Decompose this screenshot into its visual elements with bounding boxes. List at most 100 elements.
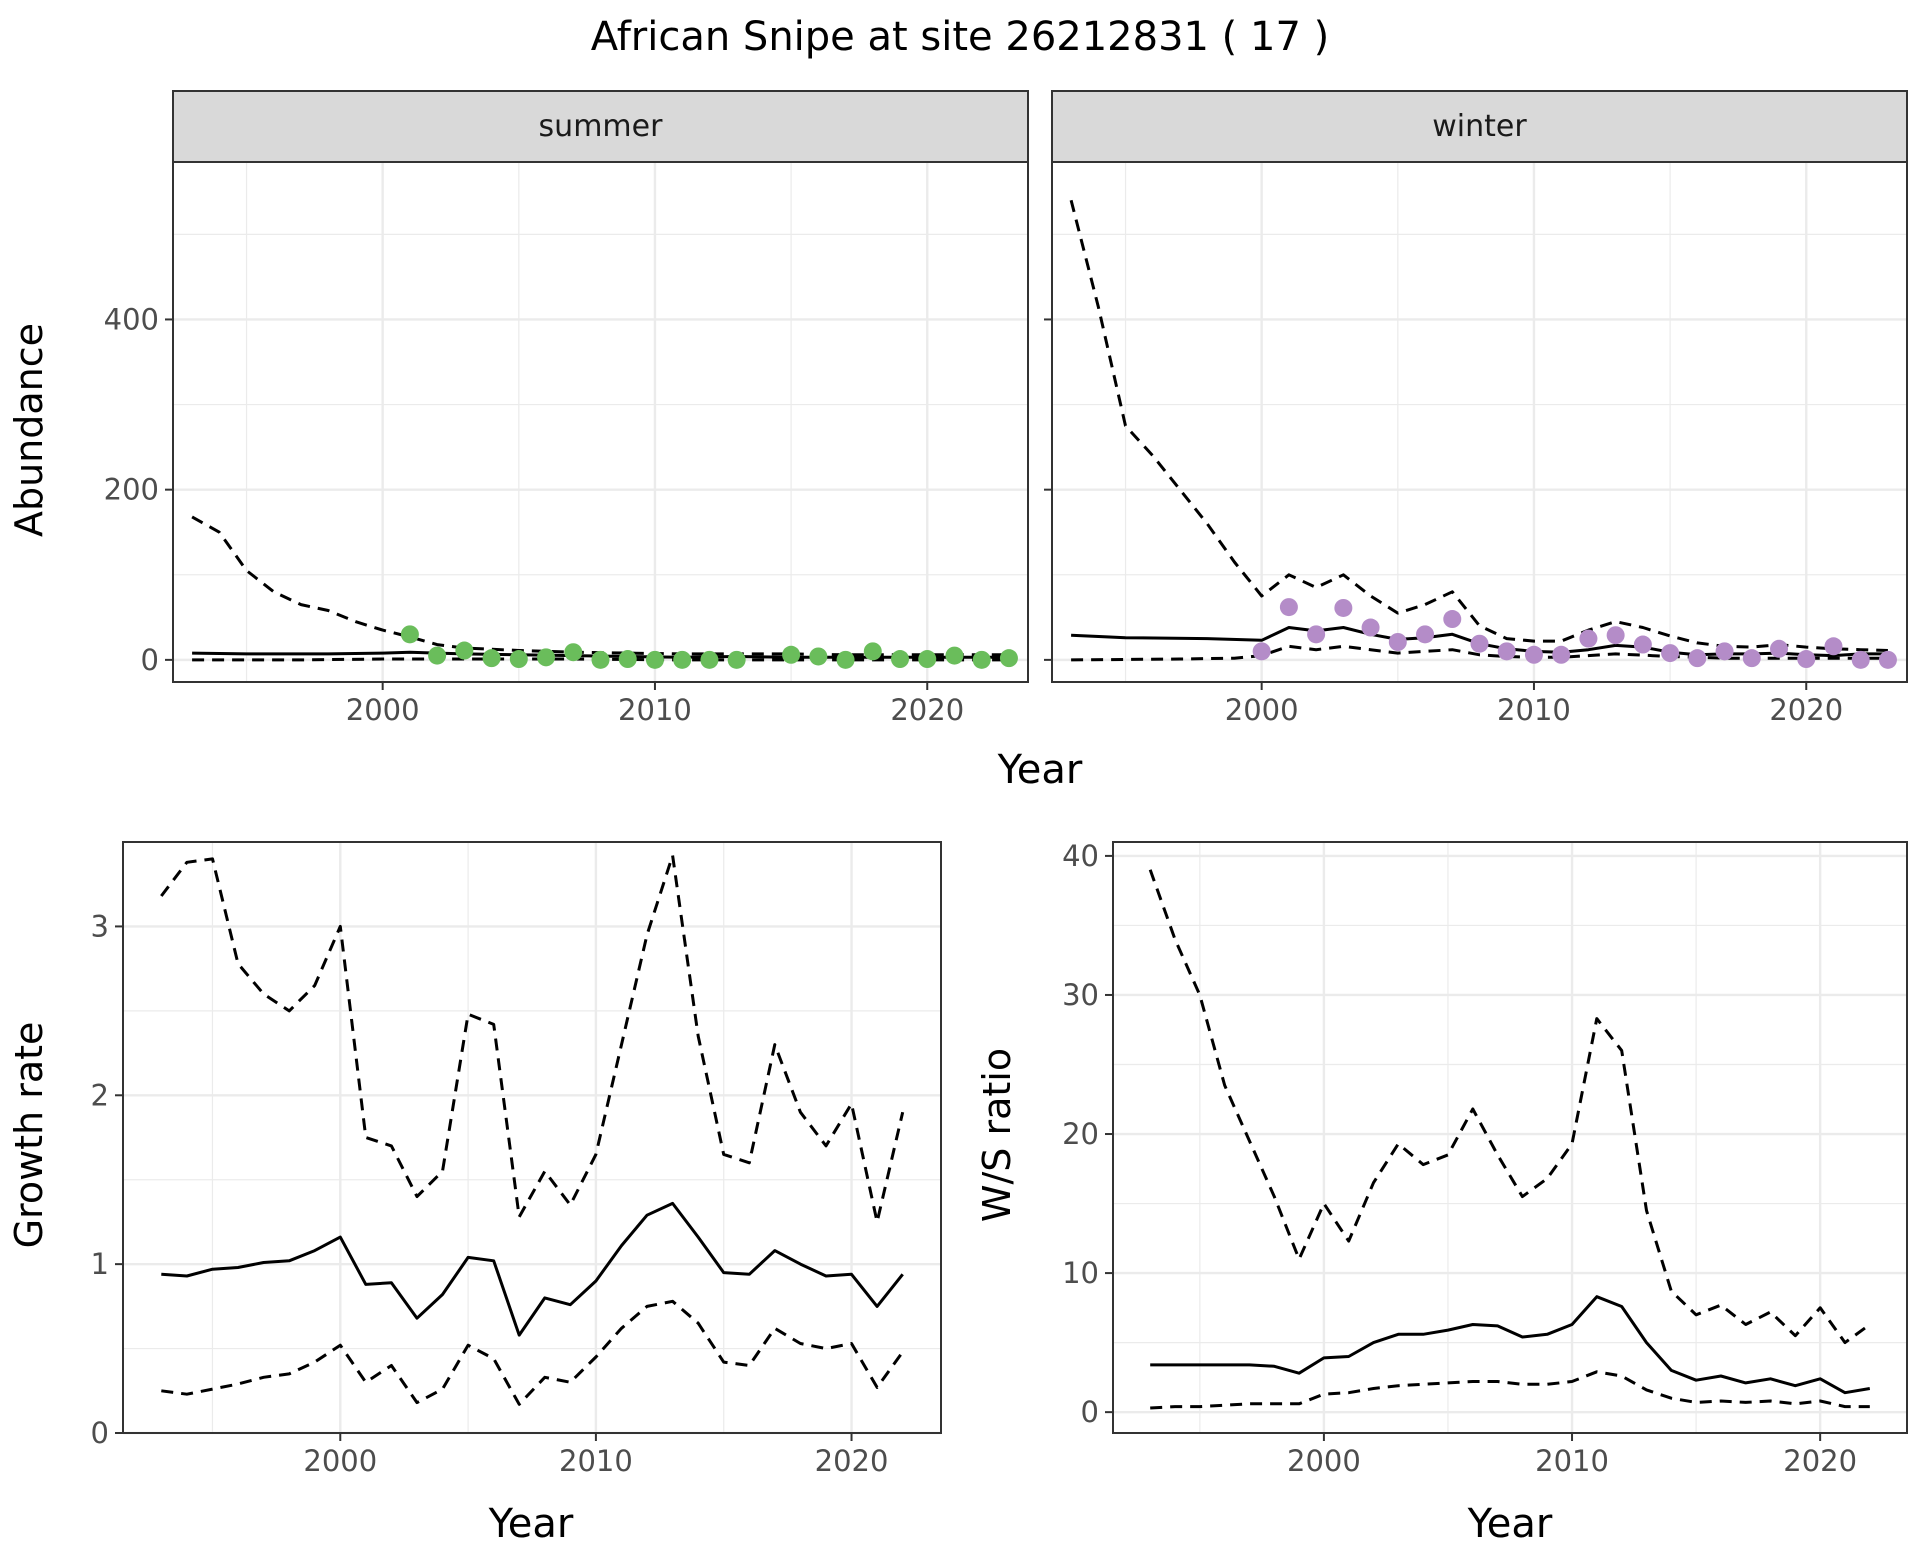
summer-observed-point: [972, 650, 991, 669]
growth-plot-area: [123, 842, 941, 1433]
summer-observed-point: [645, 650, 664, 669]
summer-panel-border: [172, 161, 1029, 683]
ratio-y-tick-label: 20: [1062, 1117, 1099, 1151]
growth-x-tick-label: 2020: [815, 1444, 889, 1478]
top-x-axis-title: Year: [997, 747, 1083, 793]
ratio-lower-line: [1150, 1370, 1870, 1410]
winter-strip-label: winter: [1432, 109, 1527, 144]
ws-ratio-panel: 2000 2010 2020 0 10 20 30 40: [1062, 839, 1908, 1478]
summer-observed-point: [891, 650, 910, 669]
winter-observed-point: [1742, 649, 1761, 668]
summer-observed-point: [482, 649, 501, 668]
summer-y-tick-label: 400: [104, 302, 159, 336]
ratio-upper-line: [1148, 869, 1871, 1345]
winter-observed-point: [1388, 633, 1407, 651]
growth-x-axis-title: Year: [488, 1501, 574, 1547]
summer-x-tick-label: 2020: [890, 693, 964, 727]
summer-observed-point: [673, 650, 692, 669]
growth-y-tick-label: 0: [91, 1416, 109, 1450]
growth-y-tick-label: 2: [91, 1078, 109, 1112]
ratio-x-tick-label: 2000: [1287, 1444, 1361, 1478]
winter-observed-point: [1334, 598, 1353, 617]
winter-panel-border: [1051, 161, 1908, 683]
winter-observed-point: [1252, 642, 1271, 661]
summer-observed-point: [400, 625, 419, 644]
summer-observed-point: [809, 647, 828, 666]
winter-observed-point: [1579, 629, 1598, 648]
winter-observed-point: [1851, 650, 1870, 669]
ratio-y-tick-label: 10: [1062, 1256, 1099, 1290]
growth-lower-line: [161, 1299, 904, 1406]
summer-strip: [172, 90, 1029, 163]
growth-rate-panel: 2000 2010 2020 0 1 2 3: [91, 841, 942, 1478]
summer-observed-point: [999, 649, 1018, 668]
summer-x-tick-label: 2000: [346, 693, 420, 727]
growth-y-axis-title: Growth rate: [7, 1022, 51, 1249]
winter-x-tick-label: 2000: [1225, 693, 1299, 727]
growth-y-tick-label: 3: [91, 909, 109, 943]
ratio-y-axis-title: W/S ratio: [975, 1048, 1019, 1222]
summer-observed-point: [591, 650, 610, 669]
ratio-x-tick-label: 2010: [1535, 1444, 1609, 1478]
winter-observed-point: [1552, 645, 1571, 664]
summer-y-tick-label: 200: [104, 473, 159, 507]
ratio-panel-border: [1112, 841, 1908, 1434]
ratio-y-tick-label: 40: [1062, 839, 1099, 873]
summer-observed-point: [836, 650, 855, 669]
winter-strip: [1051, 90, 1908, 163]
growth-x-tick-label: 2010: [559, 1444, 633, 1478]
growth-x-tick-label: 2000: [303, 1444, 377, 1478]
summer-observed-point: [537, 648, 556, 667]
growth-upper-line: [160, 854, 905, 1224]
winter-facet-panel: winter 2000 2010 2020: [1044, 90, 1908, 727]
summer-observed-point: [782, 645, 801, 664]
summer-observed-point: [727, 650, 746, 669]
winter-observed-point: [1443, 610, 1462, 629]
summer-upper-line: [191, 515, 1009, 657]
summer-observed-point: [428, 646, 447, 665]
ratio-estimate-line: [1150, 1295, 1871, 1395]
winter-plot-area: [1052, 162, 1907, 682]
winter-observed-point: [1470, 634, 1489, 653]
winter-observed-point: [1524, 645, 1543, 664]
summer-y-tick-label: 0: [141, 643, 159, 677]
abundance-y-axis-title: Abundance: [7, 323, 51, 537]
summer-observed-point: [918, 650, 937, 669]
winter-observed-point: [1688, 649, 1707, 668]
winter-observed-point: [1824, 637, 1843, 656]
winter-observed-point: [1606, 626, 1625, 645]
winter-observed-point: [1633, 635, 1652, 654]
winter-observed-point: [1279, 598, 1298, 617]
summer-observed-point: [509, 650, 528, 669]
summer-observed-point: [700, 650, 719, 669]
summer-observed-point: [945, 646, 964, 665]
winter-observed-point: [1797, 650, 1816, 669]
winter-x-tick-label: 2010: [1497, 693, 1571, 727]
summer-observed-point: [618, 650, 637, 669]
growth-panel-border: [122, 841, 942, 1434]
winter-observed-point: [1715, 642, 1734, 661]
ratio-y-tick-label: 30: [1062, 978, 1099, 1012]
winter-observed-point: [1361, 618, 1380, 637]
winter-observed-point: [1661, 644, 1680, 663]
ratio-y-tick-label: 0: [1081, 1395, 1099, 1429]
summer-facet-panel: summer 2000 2010 2020 0 200 400: [104, 90, 1029, 727]
winter-observed-point: [1497, 642, 1516, 661]
summer-plot-area: [173, 162, 1028, 682]
growth-y-tick-label: 1: [91, 1247, 109, 1281]
summer-observed-point: [863, 642, 882, 661]
winter-observed-point: [1307, 625, 1326, 644]
winter-observed-point: [1770, 639, 1789, 658]
ratio-x-tick-label: 2020: [1783, 1444, 1857, 1478]
winter-x-tick-label: 2020: [1769, 693, 1843, 727]
summer-observed-point: [564, 643, 583, 662]
ratio-x-axis-title: Year: [1467, 1501, 1553, 1547]
growth-estimate-line: [161, 1201, 904, 1337]
summer-x-tick-label: 2010: [618, 693, 692, 727]
summer-strip-label: summer: [539, 109, 664, 144]
summer-observed-point: [455, 641, 474, 660]
ratio-plot-area: [1113, 842, 1907, 1433]
winter-observed-point: [1416, 625, 1435, 644]
winter-observed-point: [1878, 650, 1897, 669]
